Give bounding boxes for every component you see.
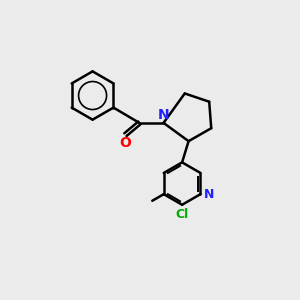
Text: N: N [204,188,214,201]
Text: Cl: Cl [176,208,189,221]
Text: N: N [158,108,170,122]
Text: O: O [119,136,131,150]
